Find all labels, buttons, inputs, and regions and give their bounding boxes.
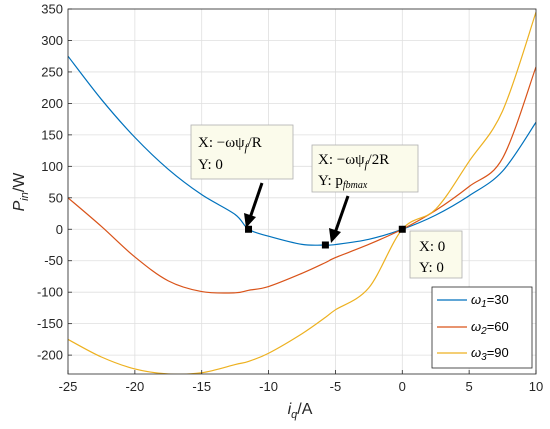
x-tick-label: -20 (125, 379, 144, 394)
annotation-box-1: X: −ωψf/R Y: 0 (190, 124, 294, 180)
y-tick-label: 250 (41, 64, 63, 79)
annotation-1-line1: X: −ωψf/R (198, 135, 262, 154)
x-tick-label: 10 (529, 379, 543, 394)
legend-label-2: ω2=60 (471, 319, 509, 337)
legend: ω1=30 ω2=60 ω3=90 (431, 286, 533, 369)
legend-item-3: ω3=90 (437, 345, 509, 363)
y-tick-label: -150 (37, 316, 63, 331)
y-tick-label: 100 (41, 159, 63, 174)
x-tick-label: -5 (330, 379, 342, 394)
plot-frame (67, 8, 537, 375)
datatip-marker-3 (398, 225, 406, 233)
y-tick-label: 350 (41, 2, 63, 17)
datatip-marker-1 (245, 225, 253, 233)
annotation-2-line1: X: −ωψf/2R (318, 152, 389, 171)
series-lines (68, 11, 536, 374)
annotation-2-line2: Y: pfbmax (318, 173, 368, 191)
annotation-3-line1: X: 0 (419, 239, 445, 255)
y-axis-label: Pin/W (11, 172, 31, 212)
x-tick-label: -10 (259, 379, 278, 394)
annotation-box-2: X: −ωψf/2R Y: pfbmax (311, 144, 419, 193)
series-line-2 (68, 66, 536, 294)
y-tick-label: 0 (56, 222, 63, 237)
annotation-1-arrow (248, 182, 264, 219)
data-markers (245, 225, 406, 249)
series-line-3 (68, 11, 536, 374)
annotation-2-arrow (333, 195, 350, 234)
x-tick-label: -15 (192, 379, 211, 394)
y-tick-label: -50 (44, 253, 63, 268)
legend-item-2: ω2=60 (437, 319, 509, 337)
y-tick-label: 300 (41, 33, 63, 48)
annotation-3-line2: Y: 0 (419, 260, 444, 276)
legend-label-1: ω1=30 (471, 292, 509, 310)
annotation-1-line2: Y: 0 (198, 157, 223, 173)
annotation-1-arrowhead (244, 213, 256, 228)
y-tick-label: 150 (41, 127, 63, 142)
x-tick-label: -25 (59, 379, 78, 394)
x-axis-label: iq/A (288, 401, 313, 421)
y-tick-label: 200 (41, 96, 63, 111)
annotation-box-3: X: 0 Y: 0 (409, 230, 463, 279)
y-tick-label: -200 (37, 348, 63, 363)
annotation-2-arrowhead (329, 228, 341, 243)
y-tick-label: -100 (37, 285, 63, 300)
x-tick-label: 0 (399, 379, 406, 394)
series-line-1 (68, 55, 536, 246)
x-tick-label: 5 (466, 379, 473, 394)
datatip-marker-2 (321, 241, 329, 249)
legend-item-1: ω1=30 (437, 292, 509, 310)
legend-label-3: ω3=90 (471, 345, 509, 363)
tick-labels: -25 -20 -15 -10 -5 0 5 10-200-150-100-500501001… (37, 2, 543, 395)
y-tick-label: 50 (49, 190, 63, 205)
